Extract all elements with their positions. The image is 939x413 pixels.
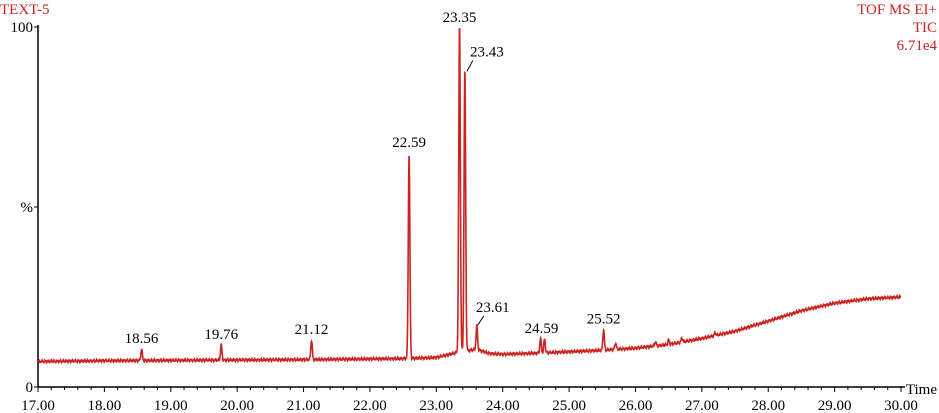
trace-layer: [37, 28, 902, 365]
x-axis-label: Time: [906, 382, 937, 398]
x-tick-label: 18.00: [88, 398, 122, 413]
peak-label: 23.35: [443, 10, 477, 26]
peak-label: 19.76: [204, 327, 238, 343]
peak-label: 23.43: [470, 44, 504, 60]
header-right-line-2: TIC: [913, 20, 937, 36]
x-tick-label: 28.00: [751, 398, 785, 413]
x-tick-label: 21.00: [287, 398, 321, 413]
peak-label: 18.56: [125, 331, 159, 347]
x-tick-label: 19.00: [154, 398, 188, 413]
peak-label: 24.59: [525, 321, 559, 337]
y-tick-label: 100: [11, 20, 34, 36]
peak-label: 21.12: [295, 322, 329, 338]
peak-leader-line: [477, 315, 485, 326]
header-right-line-3: 6.71e4: [897, 38, 938, 54]
peak-label: 25.52: [587, 311, 621, 327]
x-tick-label: 30.00: [884, 398, 918, 413]
axes: 17.00 18.00 19.00 20.00 21.00 22.00 23.00 24.00…: [11, 20, 918, 413]
x-tick-label: 22.00: [353, 398, 387, 413]
x-tick-label: 27.00: [685, 398, 719, 413]
x-tick-label: 26.00: [619, 398, 653, 413]
peak-label: 22.59: [392, 135, 426, 151]
x-tick-label: 20.00: [220, 398, 254, 413]
x-tick-label: 25.00: [552, 398, 586, 413]
x-tick-label: 29.00: [818, 398, 852, 413]
y-tick-label: %: [21, 200, 34, 216]
peak-leader-line: [466, 60, 474, 72]
header-right-line-1: TOF MS EI+: [857, 2, 937, 18]
x-tick-label: 24.00: [486, 398, 520, 413]
tic-trace-line: [37, 28, 902, 365]
chart-title: TEXT-5: [0, 2, 49, 18]
y-tick-label: 0: [26, 380, 34, 396]
peak-label: 23.61: [476, 300, 510, 316]
x-tick-label: 23.00: [419, 398, 453, 413]
peak-label-layer: 18.56 19.76 21.12 22.59 23.35 23.43 23.61 24.59…: [125, 10, 621, 347]
x-tick-label: 17.00: [21, 398, 55, 413]
